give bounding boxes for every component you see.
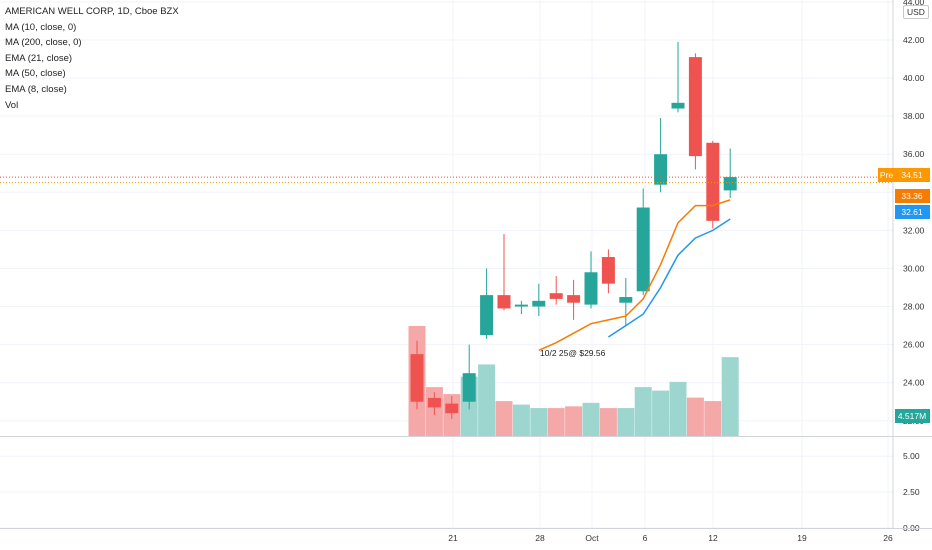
candle-body xyxy=(584,272,598,305)
time-tick-label: 26 xyxy=(883,533,893,543)
candle-body xyxy=(654,154,668,185)
price-tick-label: 24.00 xyxy=(903,378,925,388)
pre-price-tag-prefix: Pre xyxy=(880,170,894,180)
currency-button[interactable]: USD xyxy=(903,5,929,19)
legend-ema8[interactable]: EMA (8, close) xyxy=(5,83,67,95)
candle-body xyxy=(723,177,737,191)
price-tags: Pre 34.51 33.36 32.61 4.517M xyxy=(878,168,930,423)
candle-body xyxy=(688,57,702,157)
ema-price-tag: 33.36 xyxy=(901,191,923,201)
volume-bar xyxy=(721,357,739,436)
volume-bar xyxy=(478,364,496,436)
chart-annotation: 10/2 25@ $29.56 xyxy=(540,348,606,358)
volume-bar xyxy=(547,408,565,436)
price-tick-label: 42.00 xyxy=(903,35,925,45)
volume-bar xyxy=(530,408,548,436)
volume-bar xyxy=(512,404,530,436)
legend-title[interactable]: AMERICAN WELL CORP, 1D, Cboe BZX xyxy=(5,6,179,17)
candle-body xyxy=(410,354,424,402)
legend-ema21[interactable]: EMA (21, close) xyxy=(5,52,73,64)
price-tick-label: 32.00 xyxy=(903,225,925,235)
volume-bar xyxy=(495,401,513,436)
price-tick-label: 26.00 xyxy=(903,340,925,350)
candle-body xyxy=(636,207,650,292)
candle-body xyxy=(549,293,563,299)
ma10-line xyxy=(607,218,731,338)
indicator-lines xyxy=(0,176,893,351)
candle-body xyxy=(427,397,441,408)
volume-bar xyxy=(617,408,635,436)
candle-body xyxy=(445,403,459,414)
candle-body xyxy=(532,300,546,307)
price-tick-label: 38.00 xyxy=(903,111,925,121)
candle-body xyxy=(497,295,511,309)
price-tick-label: 28.00 xyxy=(903,302,925,312)
indicator-legend: AMERICAN WELL CORP, 1D, Cboe BZX MA (10,… xyxy=(5,4,179,113)
ema8-line xyxy=(538,199,731,351)
candle-body xyxy=(514,304,528,307)
volume-bar xyxy=(565,406,583,436)
price-tick-label: 44.00 xyxy=(903,0,925,7)
time-tick-label: 21 xyxy=(448,533,458,543)
volume-tag: 4.517M xyxy=(898,411,926,421)
lower-tick-label: 2.50 xyxy=(903,487,920,497)
pre-price-tag-prefix-bg xyxy=(878,168,895,182)
volume-tag-bg xyxy=(895,409,930,423)
volume-bar xyxy=(582,402,600,436)
legend-ma50[interactable]: MA (50, close) xyxy=(5,68,66,80)
price-tick-label: 30.00 xyxy=(903,263,925,273)
volume-bar xyxy=(686,397,704,436)
legend-ma10[interactable]: MA (10, close, 0) xyxy=(5,21,77,33)
time-tick-label: 6 xyxy=(643,533,648,543)
grid-lines xyxy=(0,0,893,529)
candle-body xyxy=(462,373,476,402)
candle-body xyxy=(601,257,615,284)
volume-bar xyxy=(704,401,722,436)
lower-tick-label: 5.00 xyxy=(903,451,920,461)
legend-vol[interactable]: Vol xyxy=(5,99,19,111)
candle-body xyxy=(671,102,685,109)
volume-bar xyxy=(599,408,617,436)
time-tick-label: 28 xyxy=(535,533,545,543)
pre-price-tag: 34.51 xyxy=(901,170,923,180)
volume-bar xyxy=(634,387,652,436)
ma-price-tag-bg xyxy=(895,205,930,219)
price-tick-label: 36.00 xyxy=(903,149,925,159)
pre-price-tag-bg xyxy=(895,168,930,182)
price-tick-label: 40.00 xyxy=(903,73,925,83)
ema-price-tag-bg xyxy=(895,189,930,203)
candle-body xyxy=(706,142,720,221)
time-tick-label: 19 xyxy=(797,533,807,543)
candle-body xyxy=(567,295,581,303)
volume-bars xyxy=(408,326,739,436)
time-tick-label: Oct xyxy=(585,533,599,543)
time-tick-label: 12 xyxy=(708,533,718,543)
volume-bar xyxy=(652,390,670,436)
candle-body xyxy=(619,297,633,303)
ma-price-tag: 32.61 xyxy=(901,207,923,217)
legend-ma200[interactable]: MA (200, close, 0) xyxy=(5,37,82,49)
volume-bar xyxy=(669,381,687,436)
candle-body xyxy=(480,295,494,336)
